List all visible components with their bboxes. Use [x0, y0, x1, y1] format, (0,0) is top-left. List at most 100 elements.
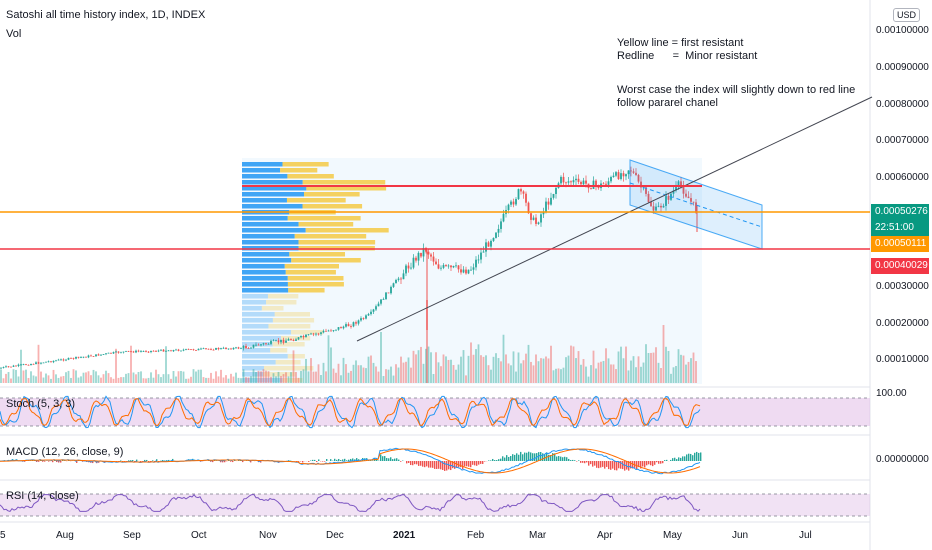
volume-bar: [117, 377, 120, 383]
volume-bar: [685, 364, 687, 383]
macd-histogram-bar: [630, 461, 632, 469]
macd-histogram-bar: [664, 460, 666, 461]
macd-histogram-bar: [604, 461, 606, 469]
volume-bar: [72, 369, 75, 383]
volume-bar: [677, 349, 680, 383]
candle-body: [5, 366, 7, 368]
annotation-line[interactable]: follow pararel chanel: [617, 97, 718, 109]
annotation-line[interactable]: Redline = Minor resistant: [617, 50, 758, 62]
macd-label[interactable]: MACD (12, 26, close, 9): [6, 446, 124, 458]
candle-body: [660, 205, 662, 208]
candle-body: [667, 196, 670, 200]
candle-body: [662, 205, 665, 208]
candle-body: [540, 214, 542, 223]
candle-body: [160, 349, 162, 351]
macd-histogram-bar: [314, 459, 316, 461]
volume-bar: [367, 356, 370, 383]
candle-body: [312, 333, 315, 335]
macd-histogram-bar: [608, 461, 610, 470]
macd-histogram-bar: [380, 454, 382, 461]
annotation-line[interactable]: Worst case the index will slightly down …: [617, 84, 856, 96]
volume-bar: [340, 375, 342, 383]
macd-histogram-bar: [610, 461, 612, 470]
volume-bar: [475, 349, 477, 383]
macd-histogram-bar: [510, 456, 512, 461]
macd-histogram-bar: [400, 461, 402, 462]
volume-bar: [460, 356, 462, 383]
candle-body: [172, 349, 175, 352]
volume-bar: [477, 344, 480, 383]
volume-bar: [407, 357, 410, 383]
macd-histogram-bar: [540, 451, 542, 461]
volume-bar: [212, 378, 215, 383]
volume-bar: [270, 376, 272, 383]
volume-profile-row-up: [242, 306, 262, 311]
volume-bar: [565, 357, 567, 383]
volume-bar: [610, 364, 612, 383]
candle-body: [635, 172, 637, 175]
candle-body: [585, 180, 587, 184]
volume-profile-row-up: [242, 198, 287, 203]
volume-bar: [205, 377, 207, 383]
macd-histogram-bar: [616, 461, 618, 471]
candle-body: [27, 364, 30, 366]
macd-histogram-bar: [150, 461, 152, 462]
candle-body: [565, 182, 567, 184]
price-tick: 0.00070000: [876, 135, 929, 146]
macd-histogram-bar: [472, 461, 474, 465]
time-label: May: [663, 530, 682, 541]
price-axis[interactable]: 0.00100000 0.00090000 0.00080000 0.00070…: [876, 25, 929, 465]
volume-profile-row-down: [287, 282, 344, 287]
macd-histogram-bar: [618, 461, 620, 469]
stoch-label[interactable]: Stoch (5, 3, 3): [6, 398, 76, 410]
macd-histogram-bar: [322, 461, 324, 462]
volume-profile-row-up: [242, 234, 295, 239]
volume-bar: [77, 377, 80, 383]
volume-bar: [180, 370, 182, 383]
volume-profile-row-up: [242, 360, 276, 365]
volume-bar: [187, 378, 190, 383]
macd-histogram-bar: [496, 460, 498, 461]
macd-histogram-bar: [674, 457, 676, 461]
annotation-line[interactable]: Yellow line = first resistant: [617, 37, 744, 49]
candle-body: [575, 178, 577, 181]
volume-bar: [265, 370, 267, 383]
volume-bar: [330, 347, 332, 383]
candle-body: [70, 357, 72, 359]
volume-bar: [370, 355, 372, 383]
volume-bar: [422, 363, 425, 383]
volume-bar: [665, 346, 667, 383]
macd-histogram-bar: [594, 461, 596, 466]
currency-button[interactable]: USD: [892, 8, 920, 22]
candle-body: [185, 348, 187, 350]
candle-body: [112, 352, 115, 354]
rsi-label[interactable]: RSI (14, close): [6, 490, 79, 502]
candle-body: [365, 315, 367, 319]
volume-bar: [532, 365, 535, 383]
candle-body: [385, 292, 387, 300]
candle-body: [55, 360, 57, 362]
macd-histogram-bar: [390, 457, 392, 461]
volume-bar: [127, 373, 130, 383]
volume-label[interactable]: Vol: [6, 28, 22, 40]
macd-histogram-bar: [128, 460, 130, 461]
macd-histogram-bar: [526, 452, 528, 461]
macd-histogram-bar: [466, 461, 468, 467]
candle-body: [577, 178, 580, 182]
volume-profile-row-down: [270, 348, 288, 353]
macd-histogram-bar: [560, 456, 562, 461]
candle-body: [607, 181, 610, 185]
volume-bar: [185, 378, 187, 383]
volume-profile-row-down: [302, 204, 363, 209]
time-axis[interactable]: 5 Aug Sep Oct Nov Dec 2021 Feb Mar Apr M…: [0, 530, 812, 541]
candle-body: [157, 350, 160, 352]
trend-line[interactable]: [356, 96, 873, 342]
volume-profile-row-up: [242, 294, 268, 299]
candle-body: [522, 191, 525, 194]
candle-body: [417, 252, 420, 261]
candle-body: [567, 181, 570, 183]
macd-histogram-bar: [512, 454, 514, 461]
volume-profile-row-down: [280, 336, 311, 341]
candle-body: [235, 347, 237, 349]
